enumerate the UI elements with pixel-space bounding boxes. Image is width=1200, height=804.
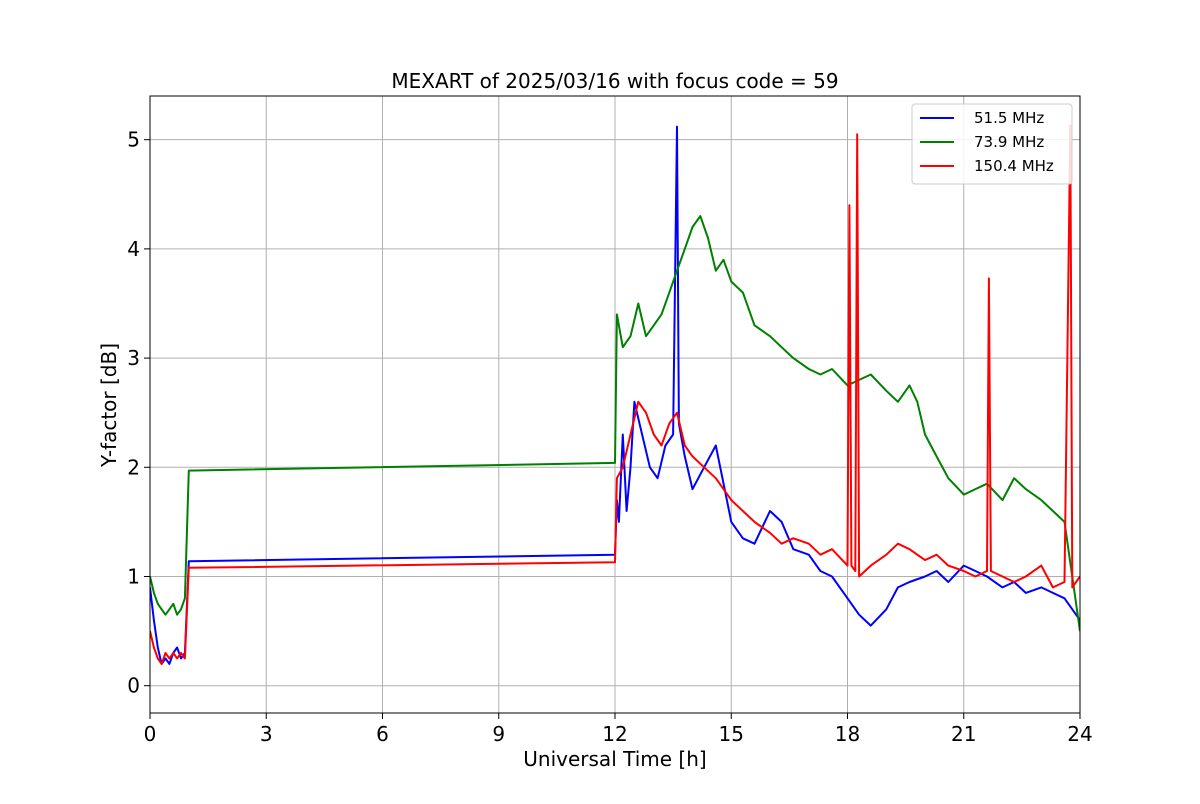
x-tick-label: 6 [376, 722, 389, 746]
legend-entry-label: 51.5 MHz [974, 109, 1044, 127]
series-layer [150, 124, 1080, 665]
x-tick-label: 9 [492, 722, 505, 746]
x-tick-label: 0 [144, 722, 157, 746]
legend-entry-label: 73.9 MHz [974, 133, 1044, 151]
y-tick-label: 2 [127, 455, 140, 479]
y-tick-label: 5 [127, 128, 140, 152]
legend-entry-label: 150.4 MHz [974, 157, 1054, 175]
x-tick-label: 21 [951, 722, 976, 746]
y-tick-label: 4 [127, 237, 140, 261]
series-line-1 [150, 215, 1080, 632]
x-tick-label: 12 [602, 722, 627, 746]
x-tick-label: 18 [835, 722, 860, 746]
series-line-2 [150, 124, 1080, 665]
x-tick-label: 15 [719, 722, 744, 746]
y-tick-label: 0 [127, 674, 140, 698]
legend: 51.5 MHz 73.9 MHz 150.4 MHz [911, 103, 1073, 185]
chart-title: MEXART of 2025/03/16 with focus code = 5… [391, 69, 838, 93]
x-tick-label: 24 [1067, 722, 1092, 746]
legend-box [911, 103, 1073, 185]
y-tick-label: 1 [127, 564, 140, 588]
x-tick-label: 3 [260, 722, 273, 746]
x-axis-label: Universal Time [h] [523, 747, 706, 771]
y-axis-label: Y-factor [dB] [97, 343, 121, 468]
y-tick-label: 3 [127, 346, 140, 370]
